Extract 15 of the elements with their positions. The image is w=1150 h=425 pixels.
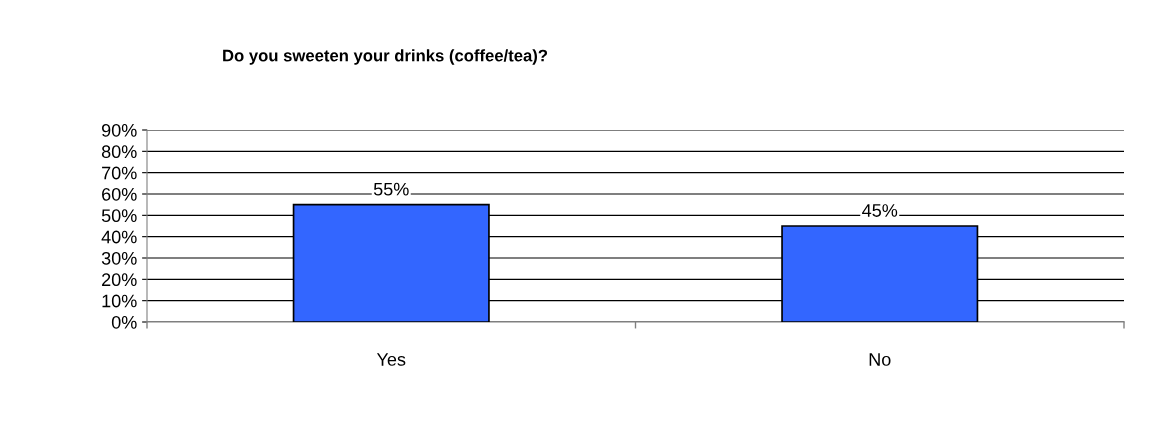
y-tick-label: 30% <box>101 251 137 265</box>
data-label: 55% <box>373 182 409 196</box>
y-tick-label: 0% <box>111 315 137 329</box>
y-tick-label: 70% <box>102 166 137 180</box>
y-tick-label: 90% <box>101 123 137 137</box>
y-tick-label: 50% <box>101 209 137 223</box>
y-tick-label: 40% <box>101 230 137 244</box>
y-tick-label: 10% <box>102 294 137 308</box>
x-tick-label: No <box>869 353 891 366</box>
y-tick-label: 20% <box>102 273 137 287</box>
y-tick-label: 60% <box>102 187 137 201</box>
data-label: 45% <box>862 204 898 217</box>
y-tick-label: 80% <box>101 145 137 159</box>
chart-title: Do you sweeten your drinks (coffee/tea)? <box>223 49 548 65</box>
x-tick-label: Yes <box>376 353 406 366</box>
